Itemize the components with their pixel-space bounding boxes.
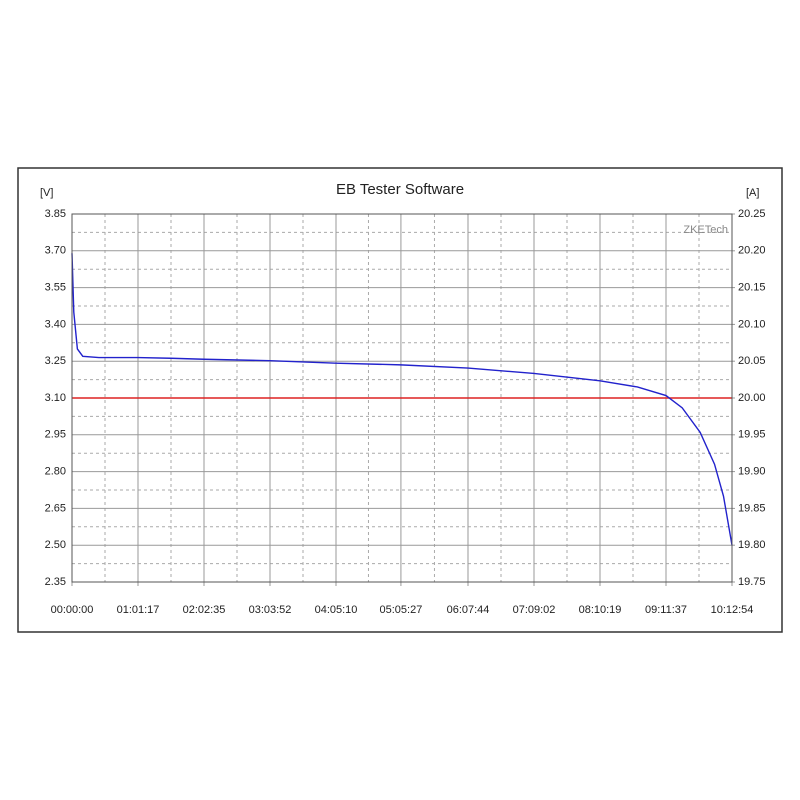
x-tick-label: 10:12:54 [711,604,754,616]
y2-tick-label: 19.95 [738,429,766,441]
y-tick-label: 3.10 [45,392,66,404]
y-tick-label: 3.85 [45,208,66,220]
x-tick-label: 01:01:17 [117,604,160,616]
y-tick-label: 2.80 [45,466,66,478]
x-tick-label: 08:10:19 [579,604,622,616]
x-tick-label: 05:05:27 [380,604,423,616]
y2-tick-label: 19.75 [738,576,766,588]
y-tick-label: 2.50 [45,539,66,551]
y-tick-label: 3.55 [45,282,66,294]
y-tick-label: 3.70 [45,245,66,257]
y-tick-label: 2.95 [45,429,66,441]
x-tick-label: 09:11:37 [645,604,687,616]
y2-tick-label: 20.10 [738,318,766,330]
x-tick-label: 02:02:35 [183,604,226,616]
y2-tick-label: 19.90 [738,466,766,478]
y2-tick-label: 19.80 [738,539,766,551]
y2-tick-label: 20.00 [738,392,766,404]
y2-tick-label: 20.15 [738,282,766,294]
watermark: ZKETech [683,224,728,236]
plot-border [71,213,733,583]
y2-tick-label: 20.25 [738,208,766,220]
x-tick-label: 03:03:52 [249,604,292,616]
x-tick-label: 04:05:10 [315,604,358,616]
x-tick-label: 07:09:02 [513,604,556,616]
series-line [71,253,733,546]
x-tick-label: 06:07:44 [447,604,490,616]
chart-title: EB Tester Software [336,181,464,198]
frame [17,167,783,633]
y2-tick-label: 20.05 [738,355,766,367]
y2-tick-label: 20.20 [738,245,766,257]
y2-axis-label: [A] [746,187,759,199]
y-tick-label: 2.65 [45,502,66,514]
y-tick-label: 3.25 [45,355,66,367]
y-tick-label: 2.35 [45,576,66,588]
y2-tick-label: 19.85 [738,502,766,514]
x-tick-label: 00:00:00 [51,604,94,616]
y-axis-label: [V] [40,187,53,199]
y-tick-label: 3.40 [45,318,66,330]
